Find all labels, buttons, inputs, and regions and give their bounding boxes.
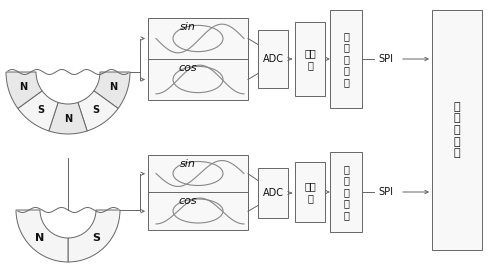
Bar: [148, 18, 248, 100]
Bar: [258, 168, 288, 218]
Bar: [148, 155, 248, 230]
Text: SPI: SPI: [378, 54, 394, 64]
Wedge shape: [94, 72, 130, 108]
Text: N: N: [64, 114, 72, 124]
Bar: [432, 10, 482, 250]
Text: S: S: [92, 105, 99, 115]
Text: SPI: SPI: [378, 187, 394, 197]
Wedge shape: [68, 210, 120, 262]
Wedge shape: [16, 210, 68, 262]
Wedge shape: [18, 91, 58, 131]
Wedge shape: [49, 102, 87, 134]
Bar: [295, 22, 325, 96]
Text: 滤波
器: 滤波 器: [304, 181, 316, 203]
Text: 伺
服
控
制
器: 伺 服 控 制 器: [453, 102, 460, 158]
Text: 滤波
器: 滤波 器: [304, 48, 316, 70]
Text: S: S: [37, 105, 44, 115]
Text: 反
正
切
计
算: 反 正 切 计 算: [343, 31, 349, 87]
Text: S: S: [92, 233, 100, 243]
Text: N: N: [19, 81, 27, 92]
Wedge shape: [6, 72, 42, 108]
Bar: [295, 162, 325, 222]
Wedge shape: [78, 91, 118, 131]
Text: cos: cos: [179, 196, 197, 206]
Text: sin: sin: [180, 159, 196, 169]
Text: N: N: [35, 233, 44, 243]
Text: ADC: ADC: [262, 54, 284, 64]
Text: N: N: [109, 81, 117, 92]
Text: 反
正
切
计
算: 反 正 切 计 算: [343, 164, 349, 220]
Bar: [330, 10, 362, 108]
Bar: [258, 30, 288, 88]
Text: cos: cos: [179, 63, 197, 73]
Bar: [330, 152, 362, 232]
Text: ADC: ADC: [262, 188, 284, 198]
Text: sin: sin: [180, 22, 196, 32]
